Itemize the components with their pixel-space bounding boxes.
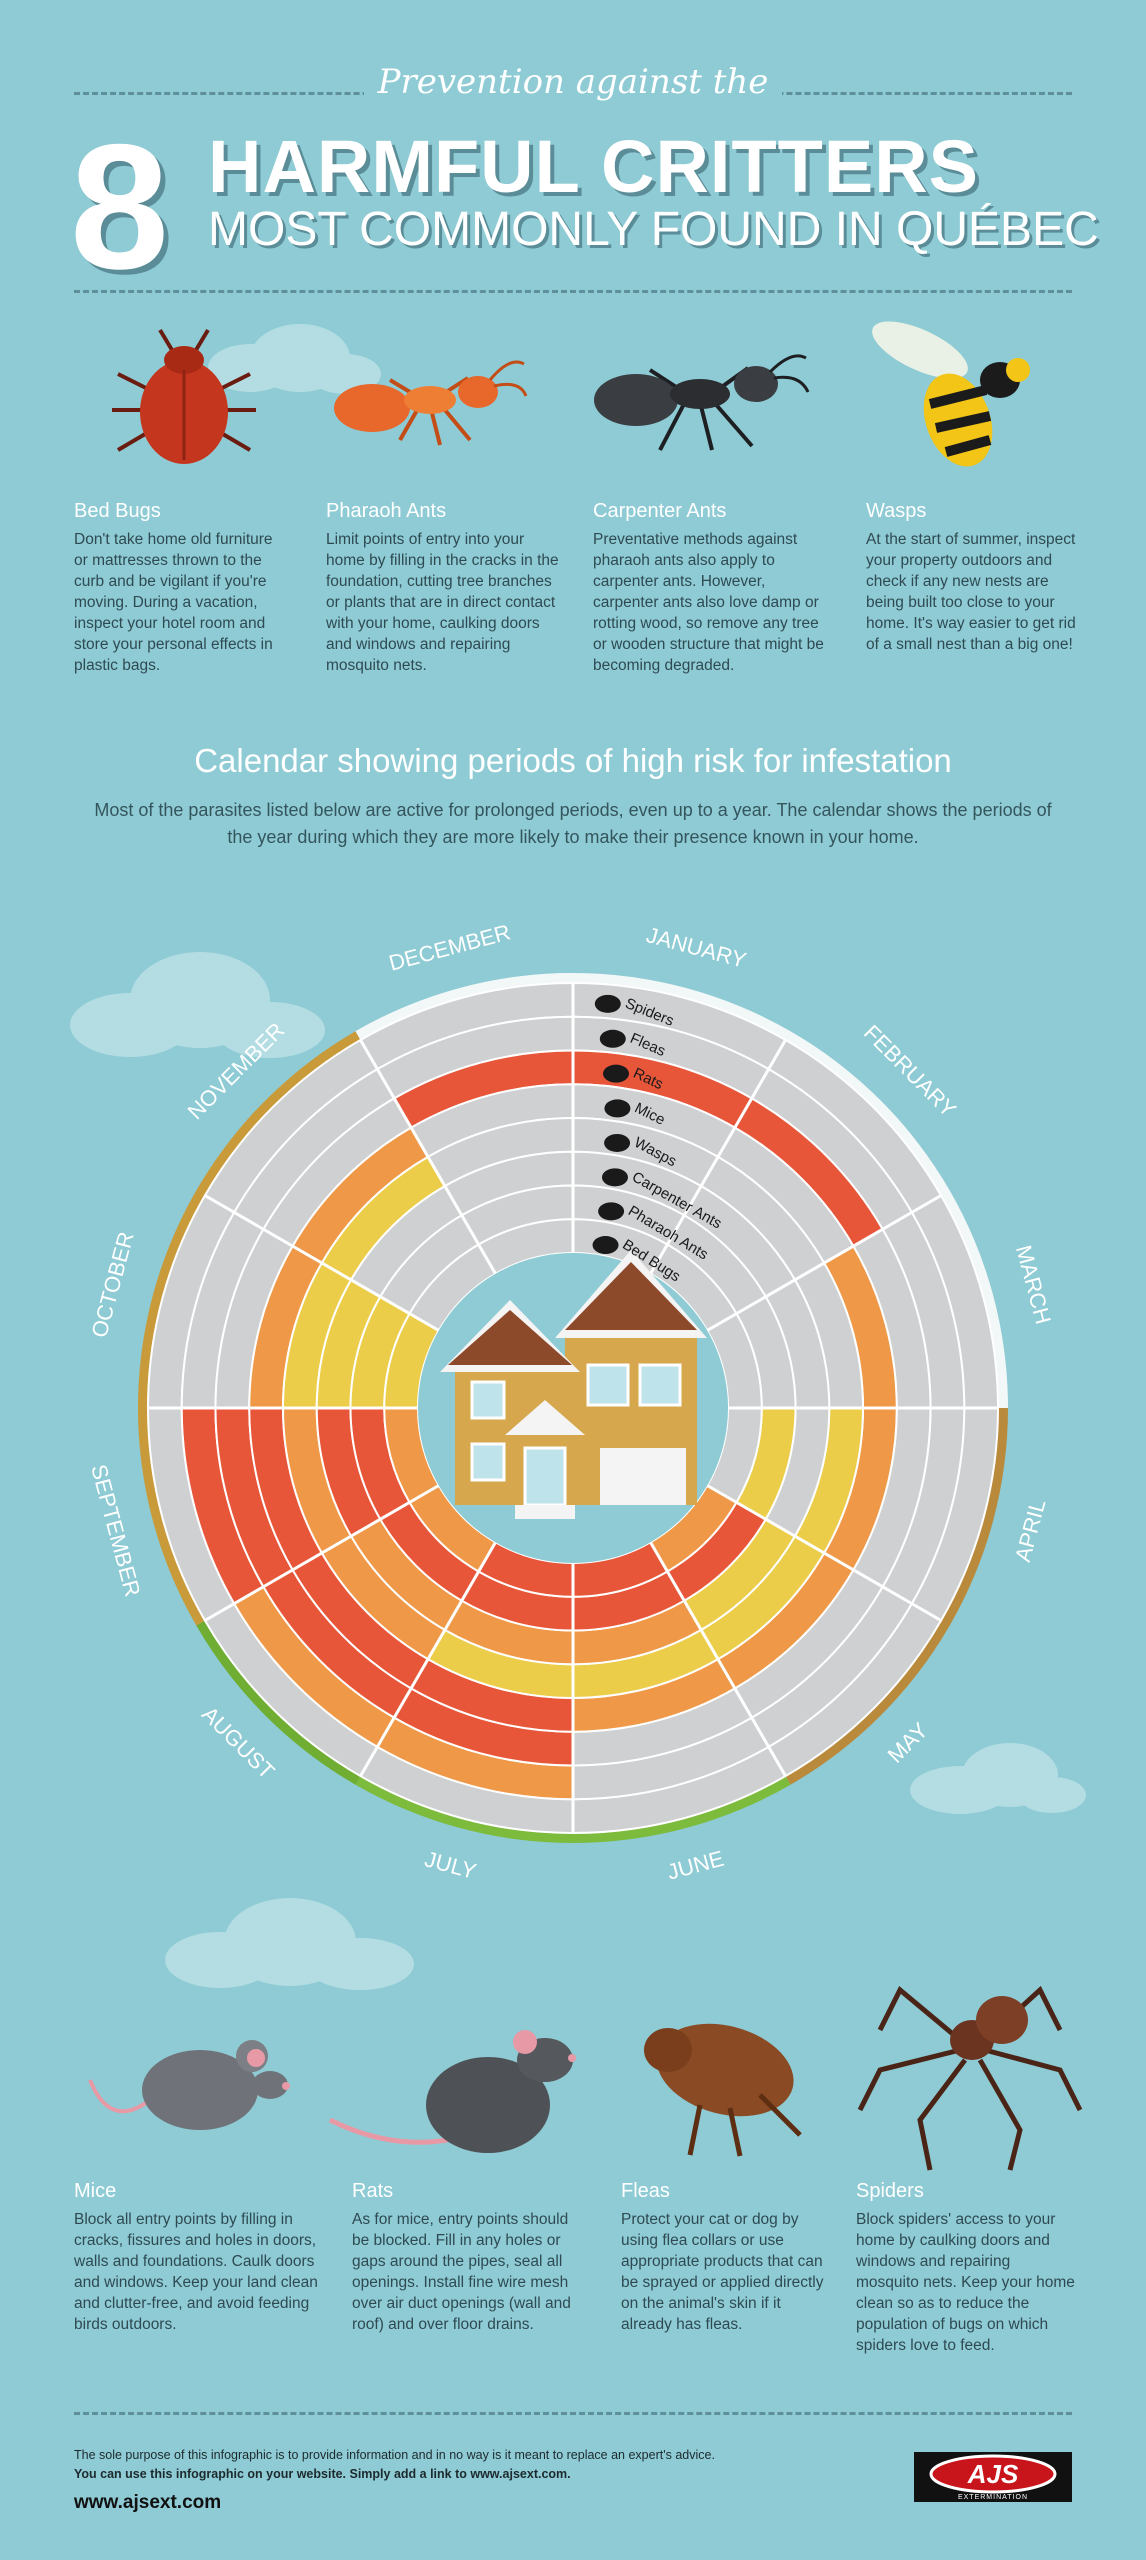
spider-icon xyxy=(857,1985,1083,2171)
flea-icon xyxy=(644,2023,802,2157)
month-divider xyxy=(706,1484,942,1622)
critter-name: Bed Bugs xyxy=(74,500,161,522)
logo-subtext: EXTERMINATION xyxy=(958,2494,1028,2501)
month-label: APRIL xyxy=(1010,1497,1051,1565)
critter-card-carpenter-ants: Carpenter Ants Preventative methods agai… xyxy=(593,500,828,676)
header-title-line2: MOST COMMONLY FOUND IN QUÉBEC xyxy=(208,203,1099,256)
critter-tip: Preventative methods against pharaoh ant… xyxy=(593,531,824,674)
season-rim xyxy=(137,973,1008,1843)
cloud-illustration xyxy=(70,952,1086,1814)
critter-tip: As for mice, entry points should be bloc… xyxy=(352,2211,571,2333)
share-text: You can use this infographic on your web… xyxy=(74,2467,571,2481)
critter-silhouette-icon xyxy=(601,1168,628,1187)
calendar-title: Calendar showing periods of high risk fo… xyxy=(194,742,952,779)
season-rim-segment xyxy=(785,1031,1008,1408)
mouse-icon xyxy=(88,2040,290,2130)
critter-card-wasps: Wasps At the start of summer, inspect yo… xyxy=(866,500,1076,655)
cloud-illustration xyxy=(208,324,381,394)
month-label: JUNE xyxy=(665,1846,727,1885)
critter-silhouette-icon xyxy=(592,1236,619,1255)
month-divider xyxy=(649,1541,787,1777)
critter-card-rats: Rats As for mice, entry points should be… xyxy=(352,2180,587,2335)
critter-silhouette-icon xyxy=(602,1064,629,1083)
critter-name: Mice xyxy=(74,2180,117,2202)
header-number: 8 xyxy=(70,107,169,306)
logo-text: AJS xyxy=(967,2459,1019,2489)
month-dividers xyxy=(148,983,998,1833)
critter-name: Wasps xyxy=(866,500,927,522)
critter-card-pharaoh-ants: Pharaoh Ants Limit points of entry into … xyxy=(326,500,561,676)
season-rim-segment xyxy=(355,1776,791,1843)
critter-silhouette-icon xyxy=(594,994,621,1013)
month-divider xyxy=(359,1541,497,1777)
month-label: MAY xyxy=(883,1717,933,1767)
critter-card-bed-bugs: Bed Bugs Don't take home old furniture o… xyxy=(74,500,289,676)
critter-name: Spiders xyxy=(856,2180,924,2202)
critter-silhouette-icon xyxy=(598,1202,625,1221)
carpenter-ant-icon xyxy=(594,354,810,451)
critter-tip: Block spiders' access to your home by ca… xyxy=(856,2211,1075,2354)
logo-graphic: AJS EXTERMINATION xyxy=(929,2454,1057,2501)
critter-card-mice: Mice Block all entry points by filling i… xyxy=(74,2180,319,2335)
top-critter-illustrations xyxy=(112,321,1030,467)
critter-tip: Block all entry points by filling in cra… xyxy=(74,2211,318,2333)
bottom-critter-illustrations xyxy=(88,1898,1083,2171)
month-label: SEPTEMBER xyxy=(86,1462,145,1600)
month-divider xyxy=(204,1194,440,1332)
house-icon xyxy=(440,1250,707,1519)
season-rim-segment xyxy=(355,973,573,1040)
month-label: MARCH xyxy=(1011,1242,1056,1326)
header-bottom-divider xyxy=(74,290,1072,293)
month-divider xyxy=(204,1484,440,1622)
cloud-illustration xyxy=(165,1898,414,1990)
month-divider xyxy=(706,1194,942,1332)
header-title-line1: HARMFUL CRITTERS xyxy=(208,125,980,208)
calendar-ring-segments xyxy=(146,981,1000,1835)
critter-tip: Protect your cat or dog by using flea co… xyxy=(621,2211,824,2333)
bed-bug-icon xyxy=(112,328,256,464)
critter-card-fleas: Fleas Protect your cat or dog by using f… xyxy=(621,2180,831,2335)
pharaoh-ant-icon xyxy=(334,360,528,446)
footer-divider xyxy=(74,2412,1072,2415)
month-label: JULY xyxy=(422,1846,479,1884)
critter-silhouette-icon xyxy=(604,1133,631,1152)
header-subtitle: Prevention against the xyxy=(0,62,1146,102)
subtitle-text: Prevention against the xyxy=(363,62,783,102)
month-label: JANUARY xyxy=(644,922,750,973)
calendar-description: Most of the parasites listed below are a… xyxy=(94,800,1052,847)
ajs-logo: AJS EXTERMINATION xyxy=(914,2452,1072,2502)
critter-name: Fleas xyxy=(621,2180,670,2202)
critter-silhouette-icon xyxy=(599,1029,626,1048)
critter-silhouette-icon xyxy=(604,1099,631,1118)
month-divider xyxy=(359,1039,497,1275)
critter-name: Carpenter Ants xyxy=(593,500,727,522)
disclaimer-text: The sole purpose of this infographic is … xyxy=(74,2448,715,2462)
wasp-icon xyxy=(872,321,1030,467)
critter-card-spiders: Spiders Block spiders' access to your ho… xyxy=(856,2180,1076,2356)
rat-icon xyxy=(328,2030,576,2153)
month-label: DECEMBER xyxy=(386,919,513,975)
month-label: OCTOBER xyxy=(86,1229,138,1340)
critter-tip: Limit points of entry into your home by … xyxy=(326,531,559,674)
critter-name: Pharaoh Ants xyxy=(326,500,447,522)
website-link[interactable]: www.ajsext.com xyxy=(74,2492,222,2513)
season-rim-segment xyxy=(785,1408,1008,1785)
critter-tip: At the start of summer, inspect your pro… xyxy=(866,531,1076,653)
season-rim-segment xyxy=(196,1620,361,1785)
critter-tip: Don't take home old furniture or mattres… xyxy=(74,531,273,674)
month-divider xyxy=(649,1039,787,1275)
critter-name: Rats xyxy=(352,2180,394,2202)
